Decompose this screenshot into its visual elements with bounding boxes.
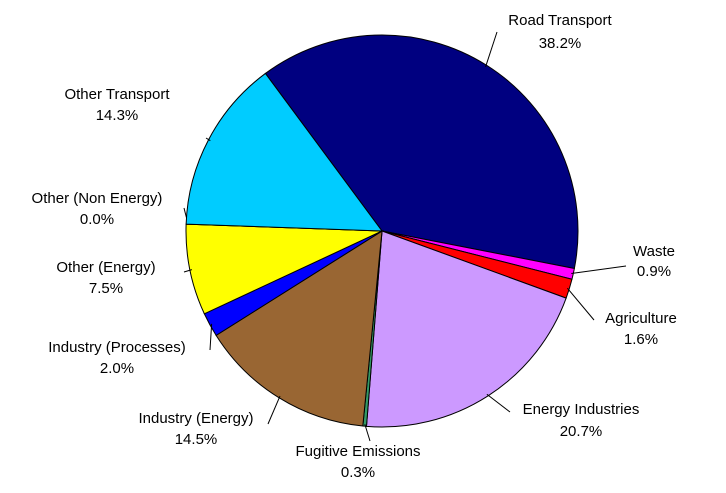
slice-label: Waste bbox=[633, 243, 675, 260]
leader-line bbox=[364, 424, 371, 442]
slice-label: Industry (Energy) bbox=[138, 410, 253, 427]
slice-value: 2.0% bbox=[100, 360, 134, 377]
leader-line bbox=[209, 323, 213, 351]
slice-value: 38.2% bbox=[539, 35, 582, 52]
slice-value: 0.0% bbox=[80, 211, 114, 228]
slice-label: Agriculture bbox=[605, 310, 677, 327]
leader-line bbox=[486, 393, 511, 413]
slice-value: 7.5% bbox=[89, 280, 123, 297]
leader-line bbox=[267, 395, 281, 425]
leader-line bbox=[205, 137, 211, 142]
slice-value: 0.3% bbox=[341, 464, 375, 481]
slice-value: 14.5% bbox=[175, 431, 218, 448]
slice-label: Industry (Processes) bbox=[48, 339, 186, 356]
slice-label: Other (Energy) bbox=[56, 259, 155, 276]
leader-line bbox=[183, 269, 193, 273]
slice-label: Other (Non Energy) bbox=[32, 190, 163, 207]
slice-label: Road Transport bbox=[508, 12, 612, 29]
slice-value: 14.3% bbox=[96, 107, 139, 124]
slice-label: Other Transport bbox=[64, 86, 170, 103]
slice-value: 20.7% bbox=[560, 423, 603, 440]
slice-value: 0.9% bbox=[637, 263, 671, 280]
slice-label: Fugitive Emissions bbox=[295, 443, 420, 460]
slice-label: Energy Industries bbox=[523, 401, 640, 418]
pie-slice bbox=[365, 230, 567, 428]
slice-value: 1.6% bbox=[624, 331, 658, 348]
leader-line bbox=[485, 31, 498, 68]
leader-line bbox=[571, 265, 627, 274]
leader-line bbox=[567, 287, 595, 321]
